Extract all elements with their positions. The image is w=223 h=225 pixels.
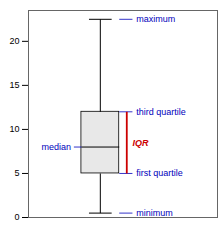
svg-text:20: 20 — [9, 36, 19, 46]
svg-text:minimum: minimum — [136, 208, 173, 218]
svg-text:IQR: IQR — [132, 138, 149, 148]
svg-text:5: 5 — [14, 168, 19, 178]
svg-text:maximum: maximum — [136, 14, 175, 24]
svg-text:15: 15 — [9, 80, 19, 90]
svg-text:0: 0 — [14, 212, 19, 222]
svg-text:first quartile: first quartile — [136, 168, 183, 178]
svg-text:median: median — [41, 142, 71, 152]
svg-text:third quartile: third quartile — [136, 107, 186, 117]
svg-text:10: 10 — [9, 124, 19, 134]
